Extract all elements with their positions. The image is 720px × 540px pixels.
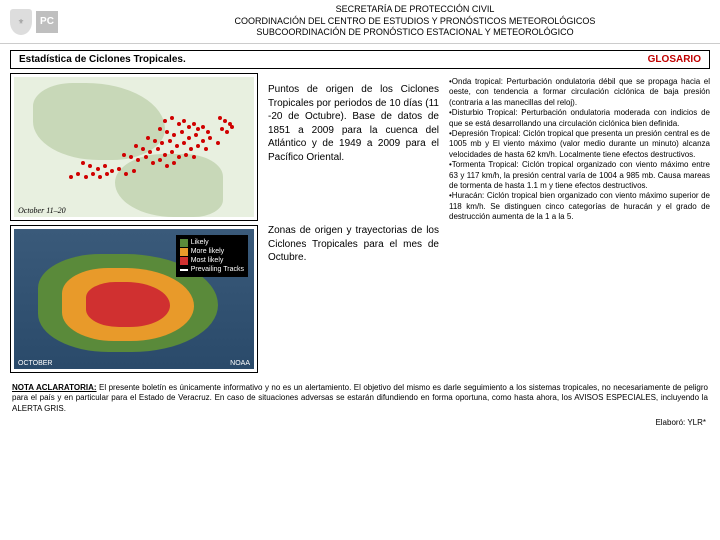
origin-dot <box>96 167 100 171</box>
origin-dot <box>103 164 107 168</box>
map2-legend: Likely More likely Most likely Prevailin… <box>176 235 248 277</box>
section-title: Estadística de Ciclones Tropicales. <box>19 54 186 65</box>
glosario-label: GLOSARIO <box>648 54 701 65</box>
map1-label: October 11–20 <box>18 206 66 215</box>
origin-dot <box>223 119 227 123</box>
glossary-column: •Onda tropical: Perturbación ondulatoria… <box>449 73 710 373</box>
origin-dot <box>117 167 121 171</box>
origin-dot <box>187 125 191 129</box>
origin-dot <box>180 130 184 134</box>
origin-dot <box>122 153 126 157</box>
map-zones-box: Likely More likely Most likely Prevailin… <box>10 225 258 373</box>
origin-dot <box>163 119 167 123</box>
origin-dot <box>146 136 150 140</box>
map-origin-zones: Likely More likely Most likely Prevailin… <box>14 229 254 369</box>
footer-label: NOTA ACLARATORIA: <box>12 383 97 392</box>
map2-source: NOAA <box>230 360 250 367</box>
shield-icon: ⚜ <box>10 9 32 35</box>
origin-dot <box>201 125 205 129</box>
desc-zones: Zonas de origen y trayectorias de los Ci… <box>266 214 441 275</box>
legend-likely: Likely <box>191 238 209 247</box>
map2-month: OCTOBER <box>18 360 53 367</box>
origin-dot <box>204 147 208 151</box>
header: ⚜ PC SECRETARÍA DE PROTECCIÓN CIVIL COOR… <box>0 0 720 44</box>
section-title-bar: Estadística de Ciclones Tropicales. GLOS… <box>10 50 710 69</box>
header-line3: SUBCOORDINACIÓN DE PRONÓSTICO ESTACIONAL… <box>120 27 710 39</box>
glossary-item: •Tormenta Tropical: Ciclón tropical orga… <box>449 160 710 191</box>
glossary-item: •Onda tropical: Perturbación ondulatoria… <box>449 77 710 108</box>
desc-points: Puntos de origen de los Ciclones Tropica… <box>266 73 441 174</box>
glossary-item: •Huracán: Ciclón tropical bien organizad… <box>449 191 710 222</box>
origin-dot <box>168 139 172 143</box>
glossary-item: •Depresión Tropical: Ciclón tropical que… <box>449 129 710 160</box>
origin-dot <box>156 147 160 151</box>
origin-dot <box>163 153 167 157</box>
footer-text: El presente boletín es únicamente inform… <box>12 383 708 413</box>
main-content: October 11–20 Likely More likely Most li… <box>0 73 720 373</box>
zone-most-likely <box>86 282 170 327</box>
legend-more: More likely <box>191 247 224 256</box>
origin-dot <box>151 161 155 165</box>
left-column: October 11–20 Likely More likely Most li… <box>10 73 258 373</box>
pc-logo-icon: PC <box>36 11 58 33</box>
footer-elaboro: Elaboró: YLR* <box>0 418 706 427</box>
header-titles: SECRETARÍA DE PROTECCIÓN CIVIL COORDINAC… <box>120 4 710 39</box>
origin-dot <box>153 139 157 143</box>
legend-tracks: Prevailing Tracks <box>191 265 244 274</box>
map-origin-points: October 11–20 <box>14 77 254 217</box>
origin-dot <box>201 139 205 143</box>
legend-most: Most likely <box>191 256 224 265</box>
footer-note: NOTA ACLARATORIA: El presente boletín es… <box>12 383 708 414</box>
origin-dot <box>170 150 174 154</box>
origin-dot <box>192 122 196 126</box>
header-line2: COORDINACIÓN DEL CENTRO DE ESTUDIOS Y PR… <box>120 16 710 28</box>
map-points-box: October 11–20 <box>10 73 258 221</box>
logo-block: ⚜ PC <box>10 9 120 35</box>
origin-dot <box>84 175 88 179</box>
origin-dot <box>187 136 191 140</box>
origin-dot <box>230 125 234 129</box>
glossary-item: •Disturbio Tropical: Perturbación ondula… <box>449 108 710 129</box>
header-line1: SECRETARÍA DE PROTECCIÓN CIVIL <box>120 4 710 16</box>
mid-column: Puntos de origen de los Ciclones Tropica… <box>266 73 441 373</box>
